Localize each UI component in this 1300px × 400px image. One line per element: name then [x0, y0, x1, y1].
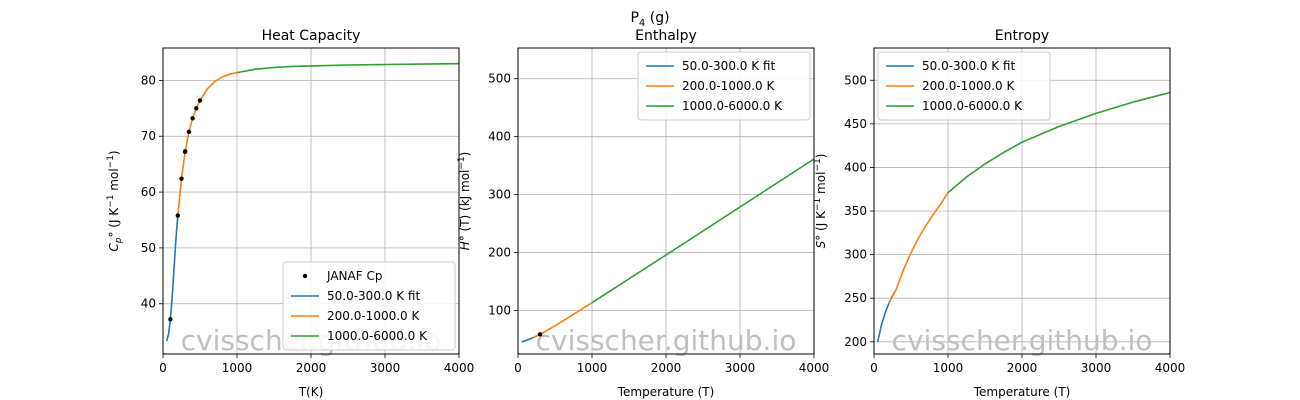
- enthalpy-data-point: [537, 332, 543, 337]
- entropy-xtick-label: 3000: [1081, 361, 1112, 375]
- entropy-series-line-3: [947, 91, 1171, 194]
- heat-capacity-xtick-label: 1000: [222, 361, 253, 375]
- entropy-ytick-label: 250: [844, 291, 867, 305]
- entropy-ytick-label: 450: [844, 117, 867, 131]
- entropy-xtick-label: 0: [870, 361, 878, 375]
- enthalpy-watermark: cvisscher.github.io: [536, 324, 797, 357]
- enthalpy-legend-label: 1000.0-6000.0 K: [682, 99, 783, 113]
- enthalpy-legend-label: 200.0-1000.0 K: [682, 79, 775, 93]
- enthalpy-series-line-3: [591, 158, 815, 304]
- heat-capacity-data-point: [175, 213, 180, 218]
- heat-capacity-ytick-label: 80: [141, 73, 156, 87]
- entropy-legend: 50.0-300.0 K fit 200.0-1000.0 K 1000.0-600…: [877, 51, 1051, 121]
- heat-capacity-series-line-1: [165, 215, 179, 342]
- heat-capacity-legend-label: JANAF Cp: [326, 269, 382, 283]
- entropy-ticks: 0 1000 2000 3000 4000 200 250 300 350 400 450 500: [844, 73, 1185, 375]
- entropy-legend-label: 1000.0-6000.0 K: [922, 99, 1023, 113]
- heat-capacity-xlabel: T(K): [298, 385, 324, 399]
- heat-capacity-ytick-label: 40: [141, 297, 156, 311]
- heat-capacity-legend-marker: [302, 273, 308, 279]
- enthalpy-panel: Enthalpy cvisscher.github.io 0 1000 2000 30…: [457, 28, 829, 399]
- heat-capacity-ylabel: Cp° (J K−1 mol−1): [106, 150, 124, 251]
- entropy-series-line-2: [888, 192, 949, 304]
- heat-capacity-data-point: [183, 149, 188, 154]
- enthalpy-xtick-label: 4000: [799, 361, 830, 375]
- heat-capacity-legend-label: 50.0-300.0 K fit: [327, 289, 420, 303]
- enthalpy-ytick-label: 500: [488, 72, 511, 86]
- enthalpy-legend: 50.0-300.0 K fit 200.0-1000.0 K 1000.0-600…: [637, 51, 811, 121]
- entropy-ytick-label: 500: [844, 73, 867, 87]
- entropy-title: Entropy: [995, 28, 1049, 44]
- enthalpy-xtick-label: 0: [514, 361, 522, 375]
- heat-capacity-xtick-label: 2000: [296, 361, 327, 375]
- heat-capacity-data-point: [197, 98, 203, 103]
- enthalpy-plot-area: cvisscher.github.io: [521, 158, 815, 357]
- heat-capacity-ytick-label: 70: [141, 129, 156, 143]
- heat-capacity-ytick-label: 50: [141, 241, 156, 255]
- enthalpy-ytick-label: 300: [488, 188, 511, 202]
- enthalpy-title: Enthalpy: [635, 28, 697, 44]
- enthalpy-series-line-2: [532, 302, 593, 339]
- enthalpy-legend-box: [637, 51, 811, 121]
- heat-capacity-data-point: [190, 116, 195, 121]
- entropy-ytick-label: 300: [844, 248, 867, 262]
- entropy-ytick-label: 400: [844, 160, 867, 174]
- heat-capacity-xtick-label: 0: [159, 361, 167, 375]
- entropy-legend-label: 50.0-300.0 K fit: [922, 59, 1015, 73]
- entropy-watermark: cvisscher.github.io: [892, 324, 1153, 357]
- figure-suptitle: P4 (g): [630, 10, 669, 29]
- heat-capacity-legend-label: 1000.0-6000.0 K: [327, 329, 428, 343]
- enthalpy-legend-label: 50.0-300.0 K fit: [682, 59, 775, 73]
- entropy-legend-box: [877, 51, 1051, 121]
- entropy-xtick-label: 1000: [933, 361, 964, 375]
- heat-capacity-xtick-label: 3000: [370, 361, 401, 375]
- enthalpy-xtick-label: 1000: [577, 361, 608, 375]
- heat-capacity-data-point: [168, 317, 173, 322]
- enthalpy-ticks: 0 1000 2000 3000 4000 100 200 300 400 500: [488, 72, 829, 375]
- heat-capacity-ticks: 0 1000 2000 3000 4000 40 50 60 70 80: [141, 73, 475, 375]
- enthalpy-xtick-label: 3000: [725, 361, 756, 375]
- entropy-xtick-label: 4000: [1155, 361, 1186, 375]
- enthalpy-xtick-label: 2000: [651, 361, 682, 375]
- enthalpy-ytick-label: 400: [488, 130, 511, 144]
- heat-capacity-legend: JANAF Cp 50.0-300.0 K fit 200.0-1000.0 K 10…: [282, 261, 456, 351]
- heat-capacity-series-line-2: [177, 71, 238, 216]
- enthalpy-ytick-label: 200: [488, 246, 511, 260]
- enthalpy-xlabel: Temperature (T): [617, 385, 715, 399]
- heat-capacity-panel: Heat Capacity cvisscher.github.io 010002…: [106, 28, 474, 399]
- entropy-legend-label: 200.0-1000.0 K: [922, 79, 1015, 93]
- heat-capacity-data-point: [194, 106, 199, 111]
- entropy-ytick-label: 350: [844, 204, 867, 218]
- entropy-ytick-label: 200: [844, 335, 867, 349]
- heat-capacity-ytick-label: 60: [141, 185, 156, 199]
- entropy-xlabel: Temperature (T): [973, 385, 1071, 399]
- heat-capacity-title: Heat Capacity: [262, 28, 361, 44]
- heat-capacity-legend-label: 200.0-1000.0 K: [327, 309, 420, 323]
- enthalpy-ytick-label: 100: [488, 304, 511, 318]
- heat-capacity-xtick-label: 4000: [444, 361, 475, 375]
- heat-capacity-data-point: [179, 176, 184, 181]
- entropy-panel: Entropy cvisscher.github.io 0 1000 2000 300…: [813, 28, 1185, 399]
- heat-capacity-series-line-3: [236, 62, 460, 74]
- entropy-ylabel: S° (J K−1 mol−1): [813, 154, 828, 249]
- entropy-plot-area: cvisscher.github.io: [876, 91, 1171, 357]
- enthalpy-ylabel: H° (T) (kJ mol−1): [457, 152, 472, 251]
- entropy-xtick-label: 2000: [1007, 361, 1038, 375]
- heat-capacity-legend-box: [282, 261, 456, 351]
- heat-capacity-data-point: [186, 129, 192, 134]
